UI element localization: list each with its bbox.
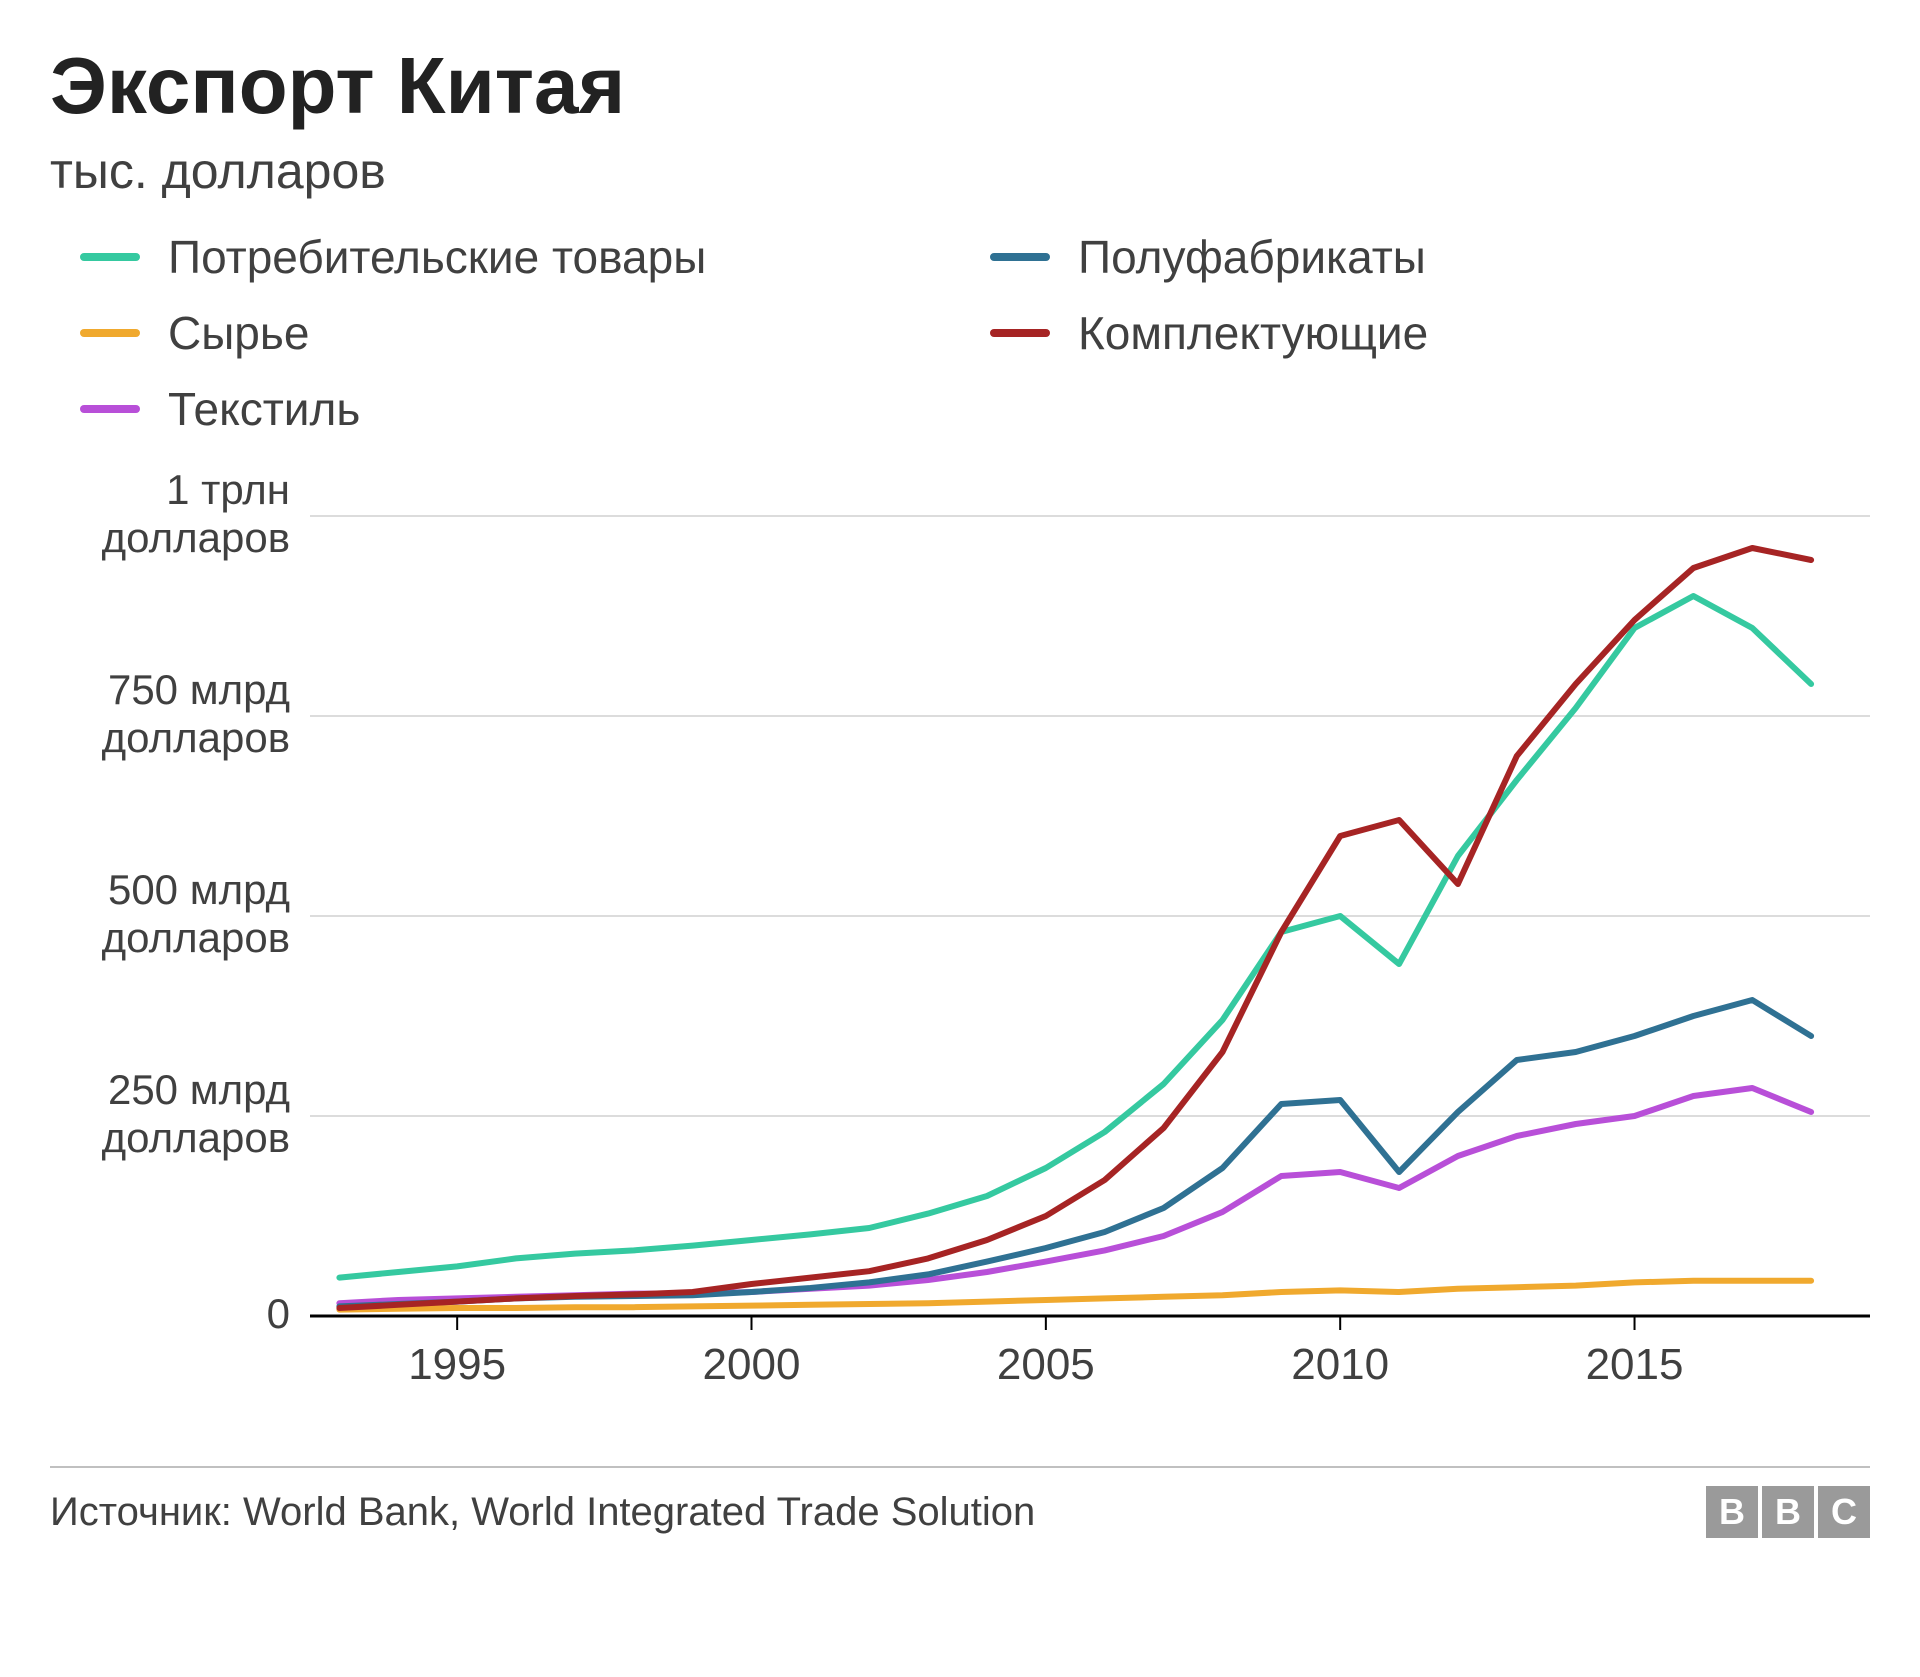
y-axis-tick-label: 750 млрддолларов: [50, 666, 290, 763]
legend-swatch: [80, 253, 140, 261]
legend-item-consumer_goods: Потребительские товары: [80, 230, 870, 284]
y-axis-tick-label: 500 млрддолларов: [50, 866, 290, 963]
y-axis-tick-label: 0: [50, 1290, 290, 1338]
x-axis-tick-label: 2015: [1586, 1340, 1684, 1390]
legend-item-raw_materials: Сырье: [80, 306, 870, 360]
legend-item-textiles: Текстиль: [80, 382, 870, 436]
bbc-logo-block: B: [1706, 1486, 1758, 1538]
x-axis-tick-label: 2000: [703, 1340, 801, 1390]
legend-label: Текстиль: [168, 382, 360, 436]
legend-item-components: Комплектующие: [990, 306, 1780, 360]
legend-label: Комплектующие: [1078, 306, 1428, 360]
x-axis-tick-label: 2010: [1291, 1340, 1389, 1390]
source-label: Источник: World Bank, World Integrated T…: [50, 1490, 1035, 1535]
legend-label: Потребительские товары: [168, 230, 706, 284]
chart-subtitle: тыс. долларов: [50, 142, 1870, 200]
bbc-logo-block: B: [1762, 1486, 1814, 1538]
bbc-logo: BBC: [1706, 1486, 1870, 1538]
chart-footer: Источник: World Bank, World Integrated T…: [50, 1466, 1870, 1538]
x-axis-tick-label: 1995: [408, 1340, 506, 1390]
bbc-logo-block: C: [1818, 1486, 1870, 1538]
legend-swatch: [80, 405, 140, 413]
chart-title: Экспорт Китая: [50, 40, 1870, 132]
y-axis-tick-label: 1 трлндолларов: [50, 466, 290, 563]
series-line-consumer_goods: [339, 596, 1811, 1278]
y-axis-tick-label: 250 млрддолларов: [50, 1066, 290, 1163]
line-chart-svg: [50, 476, 1870, 1436]
chart-plot-area: 0 250 млрддолларов 500 млрддолларов 750 млр…: [50, 476, 1870, 1436]
chart-container: Экспорт Китая тыс. долларов Потребительс…: [0, 0, 1920, 1677]
legend-label: Сырье: [168, 306, 309, 360]
legend: Потребительские товары Полуфабрикаты Сырье…: [80, 230, 1780, 436]
legend-swatch: [990, 329, 1050, 337]
series-line-components: [339, 548, 1811, 1308]
legend-swatch: [990, 253, 1050, 261]
x-axis-tick-label: 2005: [997, 1340, 1095, 1390]
legend-label: Полуфабрикаты: [1078, 230, 1426, 284]
legend-swatch: [80, 329, 140, 337]
legend-item-semi_finished: Полуфабрикаты: [990, 230, 1780, 284]
